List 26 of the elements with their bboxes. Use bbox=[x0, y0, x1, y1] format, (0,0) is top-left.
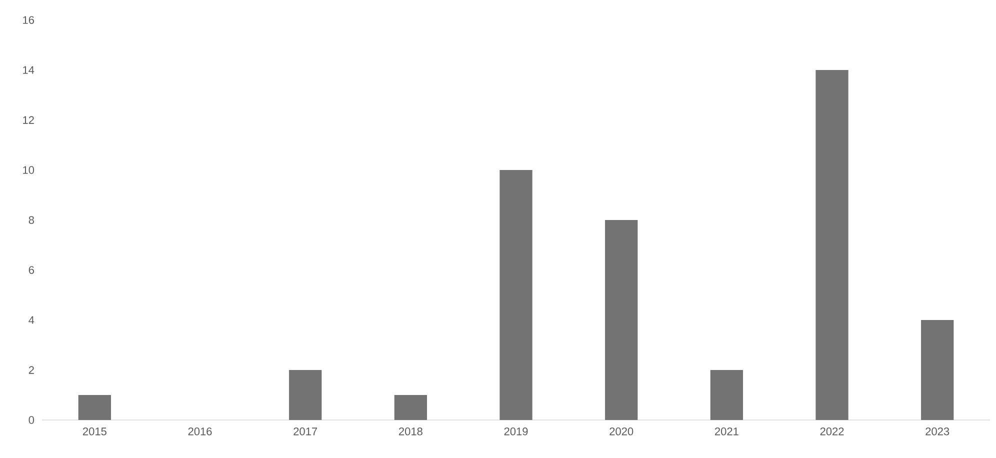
x-tick-label: 2022 bbox=[820, 428, 844, 436]
bar bbox=[78, 395, 111, 420]
bar bbox=[921, 320, 954, 420]
y-tick-label: 10 bbox=[23, 166, 34, 174]
x-tick-label: 2019 bbox=[504, 428, 528, 436]
bar bbox=[710, 370, 744, 420]
y-tick-label: 8 bbox=[28, 216, 34, 224]
bar bbox=[500, 170, 532, 420]
y-tick-label: 12 bbox=[23, 116, 34, 124]
bar bbox=[289, 370, 322, 420]
x-tick-label: 2016 bbox=[188, 428, 212, 436]
bar bbox=[816, 70, 848, 420]
bar bbox=[605, 220, 638, 420]
y-tick-label: 4 bbox=[28, 316, 34, 324]
x-tick-label: 2021 bbox=[714, 428, 738, 436]
x-tick-label: 2015 bbox=[82, 428, 106, 436]
x-tick-label: 2020 bbox=[610, 428, 634, 436]
y-tick-label: 16 bbox=[23, 16, 34, 24]
y-tick-label: 2 bbox=[28, 366, 34, 374]
y-tick-label: 6 bbox=[28, 266, 34, 274]
y-tick-label: 0 bbox=[28, 416, 34, 424]
x-tick-label: 2023 bbox=[926, 428, 950, 436]
x-tick-label: 2017 bbox=[294, 428, 318, 436]
x-tick-label: 2018 bbox=[398, 428, 422, 436]
y-tick-label: 14 bbox=[23, 66, 34, 74]
bar bbox=[394, 395, 427, 420]
